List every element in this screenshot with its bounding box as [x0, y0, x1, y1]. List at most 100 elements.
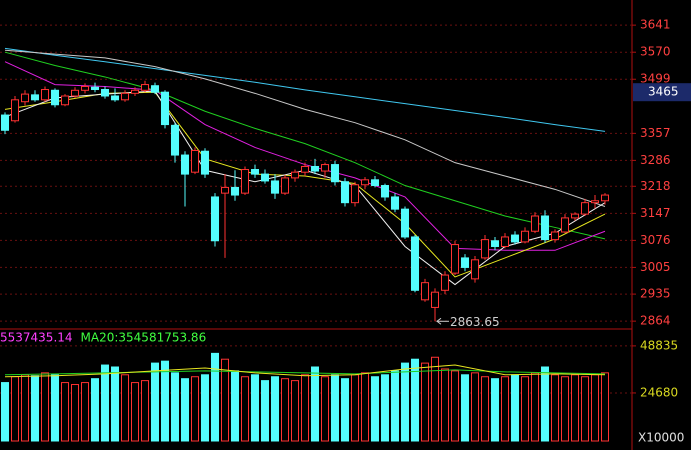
candle-body — [541, 215, 549, 241]
candle-body — [321, 164, 329, 172]
candle-body — [11, 99, 19, 122]
candle-body — [591, 200, 599, 204]
volume-bar — [421, 362, 429, 442]
volume-bar — [471, 372, 479, 442]
y-tick-label: 3076 — [640, 233, 671, 247]
y-tick-label: 3147 — [640, 206, 671, 220]
y-tick-label: 3286 — [640, 153, 671, 167]
candle-body — [361, 179, 369, 186]
volume-bar — [31, 375, 39, 442]
volume-bar — [241, 376, 249, 442]
volume-bar — [401, 362, 409, 442]
candle-body — [21, 93, 29, 103]
volume-bar — [321, 376, 329, 442]
candle-body — [461, 257, 469, 268]
candle-body — [471, 259, 479, 280]
candle-body — [431, 291, 439, 308]
candle-body — [71, 89, 79, 97]
volume-bar — [511, 374, 519, 442]
candle-body — [601, 194, 609, 202]
volume-bar — [551, 374, 559, 442]
candle-body — [181, 154, 189, 175]
candle-body — [221, 186, 229, 194]
candle-body — [61, 95, 69, 106]
candle-body — [121, 92, 129, 101]
volume-bar — [351, 374, 359, 442]
candle-body — [401, 208, 409, 238]
volume-bar — [61, 382, 69, 442]
candle-body — [451, 244, 459, 274]
volume-bar — [461, 374, 469, 442]
volume-bar — [521, 376, 529, 442]
candle-body — [41, 89, 49, 101]
candle-body — [171, 124, 179, 156]
candle-body — [481, 239, 489, 259]
volume-bar — [491, 378, 499, 442]
y-tick-label: 3570 — [640, 45, 671, 59]
candle-body — [91, 86, 99, 91]
candle-body — [421, 282, 429, 301]
volume-bar — [151, 362, 159, 442]
indicator-label: 5537435.14 — [0, 331, 73, 345]
candle-body — [301, 165, 309, 173]
candle-body — [251, 169, 259, 175]
moving-average — [4, 369, 606, 376]
unit-label: X10000 — [638, 431, 684, 445]
y-tick-label: 3357 — [640, 126, 671, 140]
y-tick-label: 48835 — [640, 338, 678, 352]
volume-bar — [541, 366, 549, 442]
candle-body — [241, 169, 249, 194]
volume-bar — [501, 376, 509, 442]
volume-bar — [91, 378, 99, 442]
volume-bar — [211, 352, 219, 442]
volume-bar — [201, 374, 209, 442]
volume-bar — [101, 364, 109, 442]
candle-body — [571, 213, 579, 219]
candle-body — [271, 180, 279, 194]
volume-bar — [361, 372, 369, 442]
y-tick-label: 2864 — [640, 314, 671, 328]
volume-bar — [71, 384, 79, 442]
candle-body — [311, 165, 319, 172]
low-price-label: 2863.65 — [450, 315, 500, 329]
candle-body — [191, 149, 199, 173]
volume-bar — [281, 378, 289, 442]
volume-bar — [341, 378, 349, 442]
y-tick-label: 2935 — [640, 287, 671, 301]
candle-body — [291, 171, 299, 179]
volume-bar — [371, 376, 379, 442]
candle-body — [441, 274, 449, 291]
volume-bar — [171, 372, 179, 442]
candle-body — [131, 89, 139, 94]
volume-bar — [391, 370, 399, 442]
candle-body — [261, 173, 269, 182]
moving-average — [4, 364, 606, 378]
candle-body — [351, 184, 359, 204]
volume-bar — [311, 366, 319, 442]
candle-body — [561, 217, 569, 233]
candle-body — [511, 234, 519, 243]
candle-body — [161, 91, 169, 126]
candle-body — [581, 202, 589, 215]
volume-bar — [291, 380, 299, 442]
volume-bar — [21, 374, 29, 442]
volume-bar — [81, 382, 89, 442]
volume-bar — [131, 382, 139, 442]
volume-bar — [431, 356, 439, 442]
candle-body — [31, 94, 39, 101]
y-tick-label: 3499 — [640, 72, 671, 86]
candle-body — [531, 215, 539, 232]
candle-body — [151, 85, 159, 93]
candle-body — [491, 240, 499, 247]
candle-body — [371, 179, 379, 187]
volume-bar — [41, 372, 49, 442]
volume-bar — [481, 376, 489, 442]
volume-bar — [451, 370, 459, 442]
volume-bar — [531, 372, 539, 442]
volume-bar — [441, 368, 449, 442]
volume-bar — [381, 374, 389, 442]
volume-bar — [51, 374, 59, 442]
moving-average — [4, 49, 606, 207]
volume-bar — [301, 374, 309, 442]
